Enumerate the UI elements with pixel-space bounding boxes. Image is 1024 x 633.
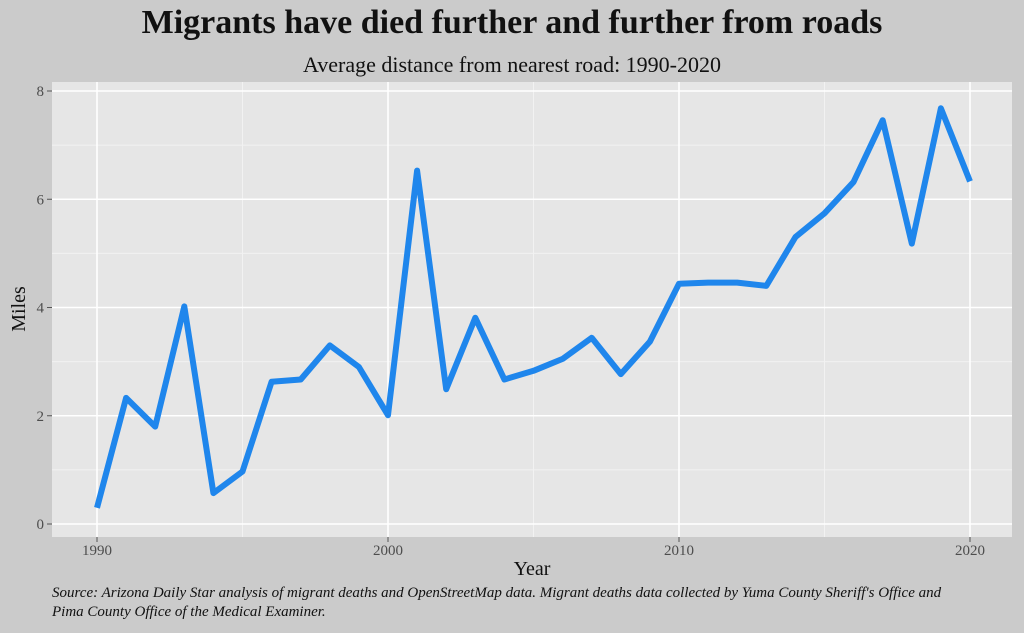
- data-point: [734, 280, 740, 286]
- data-point: [618, 371, 624, 377]
- data-point: [763, 283, 769, 289]
- data-point: [501, 376, 507, 382]
- data-point: [123, 395, 129, 401]
- data-point: [356, 364, 362, 370]
- data-point: [181, 303, 187, 309]
- data-point: [909, 241, 915, 247]
- data-point: [94, 505, 100, 511]
- y-tick-label: 8: [37, 84, 45, 100]
- x-axis-title: Year: [514, 558, 551, 580]
- data-point: [647, 339, 653, 345]
- data-point: [822, 210, 828, 216]
- y-tick-label: 6: [37, 192, 45, 208]
- data-point: [967, 178, 973, 184]
- data-point: [414, 168, 420, 174]
- source-note: Source: Arizona Daily Star analysis of m…: [52, 585, 942, 620]
- data-point: [851, 179, 857, 185]
- y-tick-label: 2: [37, 409, 45, 425]
- data-point: [327, 342, 333, 348]
- y-tick-label: 4: [37, 301, 45, 317]
- data-point: [531, 368, 537, 374]
- y-tick-label: 0: [37, 517, 45, 533]
- y-axis-title: Miles: [8, 286, 30, 332]
- plot-panel: [52, 82, 1012, 537]
- data-point: [560, 356, 566, 362]
- data-point: [385, 412, 391, 418]
- data-point: [152, 424, 158, 430]
- x-tick-label: 2000: [373, 543, 403, 559]
- x-tick-label: 2020: [955, 543, 985, 559]
- data-point: [705, 280, 711, 286]
- data-point: [792, 234, 798, 240]
- series-line: [94, 105, 973, 509]
- data-point: [210, 490, 216, 496]
- x-tick-label: 1990: [82, 543, 112, 559]
- data-point: [240, 468, 246, 474]
- chart-title: Migrants have died further and further f…: [141, 4, 883, 41]
- data-point: [880, 117, 886, 123]
- data-point: [443, 386, 449, 392]
- data-point: [298, 376, 304, 382]
- data-point: [589, 335, 595, 341]
- data-point: [269, 379, 275, 385]
- data-point: [938, 105, 944, 111]
- x-tick-label: 2010: [664, 543, 694, 559]
- data-point: [472, 315, 478, 321]
- chart-subtitle: Average distance from nearest road: 1990…: [302, 52, 722, 77]
- data-point: [676, 281, 682, 287]
